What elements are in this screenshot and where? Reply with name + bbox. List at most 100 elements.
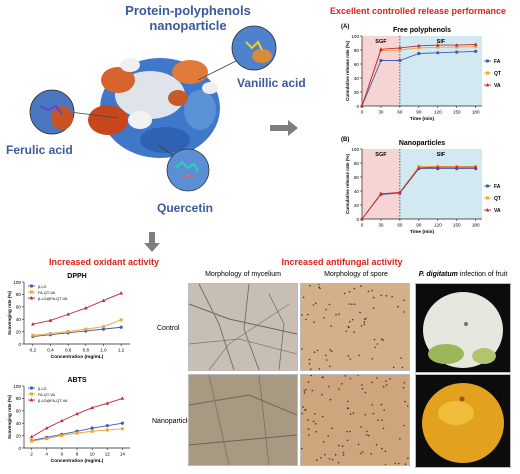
legend-label: β-LG@FA-QT-VA xyxy=(38,297,68,301)
antifungal-heading: Increased antifungal activity xyxy=(281,257,403,267)
sif-phase-band xyxy=(399,149,482,219)
x-tick-label: 2 xyxy=(30,452,33,457)
x-axis-label: Concentration (mg/mL) xyxy=(51,458,104,464)
y-tick-label: 20 xyxy=(354,90,360,95)
data-point xyxy=(90,405,94,410)
spore-dot xyxy=(334,454,337,456)
spore-dot xyxy=(302,406,304,408)
spore-dot xyxy=(315,430,317,433)
spore-dot xyxy=(384,464,387,465)
spore-dot xyxy=(347,355,350,357)
y-tick-label: 80 xyxy=(16,396,22,401)
data-point xyxy=(105,401,110,405)
y-tick-label: 60 xyxy=(16,305,22,310)
spore-dot xyxy=(371,358,374,360)
y-tick-label: 100 xyxy=(13,384,21,389)
series-FA xyxy=(360,49,478,108)
protein-title-line2: nanoparticle xyxy=(149,18,227,33)
legend-label: QT xyxy=(494,196,501,202)
spore-dot xyxy=(353,331,355,333)
spore-dot xyxy=(301,348,303,350)
spore-dot xyxy=(385,384,388,386)
data-point xyxy=(398,48,402,52)
spore-dot xyxy=(341,445,344,447)
spore-dot xyxy=(380,403,383,406)
connector-vanillic xyxy=(197,59,239,81)
legend-marker xyxy=(485,83,490,87)
data-point xyxy=(45,437,49,441)
protein-structure-illustration xyxy=(29,25,277,192)
spore-dot xyxy=(357,443,360,446)
data-point xyxy=(417,51,421,56)
series-line xyxy=(32,292,122,325)
spore-dot xyxy=(311,389,314,392)
spore-dot xyxy=(308,434,310,436)
spore-dot xyxy=(403,299,405,302)
x-tick-label: 0.8 xyxy=(83,348,90,353)
y-tick-label: 20 xyxy=(16,329,22,334)
chart-title: ABTS xyxy=(67,377,86,384)
data-point xyxy=(119,325,123,329)
spore-dot xyxy=(365,317,367,320)
spore-dot xyxy=(321,393,323,396)
legend-entry: FA-QT-VA xyxy=(28,392,55,397)
data-point xyxy=(436,45,440,49)
x-tick-label: 30 xyxy=(378,110,384,115)
legend-label: FA-QT-VA xyxy=(38,393,55,397)
spore-dot xyxy=(303,392,306,394)
y-tick-label: 60 xyxy=(16,409,22,414)
spore-control-photo xyxy=(300,283,410,371)
spore-dot xyxy=(325,354,327,357)
x-axis-label: Time (min) xyxy=(410,116,435,122)
legend-entry: FA-QT-VA xyxy=(28,290,55,295)
spore-dot xyxy=(348,321,351,323)
data-point xyxy=(417,165,421,170)
spore-dot xyxy=(380,294,382,297)
spore-dot xyxy=(349,413,352,415)
legend-entry: β-LG xyxy=(28,386,47,391)
col-head-mycelium: Morphology of mycelium xyxy=(205,271,281,278)
y-tick-label: 100 xyxy=(13,280,21,285)
y-tick-label: 20 xyxy=(354,203,360,208)
spore-dot xyxy=(351,318,354,321)
spore-dot xyxy=(349,377,352,380)
panel-b-tag: (B) xyxy=(341,137,350,143)
spore-dot xyxy=(403,311,405,313)
spore-dot xyxy=(363,323,366,326)
spore-dot xyxy=(352,412,355,414)
panel-a-tag: (A) xyxy=(341,24,350,30)
spore-dot xyxy=(400,357,402,359)
x-tick-label: 30 xyxy=(378,223,384,228)
legend-marker xyxy=(29,398,34,402)
y-tick-label: 0 xyxy=(18,342,21,347)
data-point xyxy=(60,434,64,438)
spore-dot xyxy=(403,382,406,384)
y-tick-label: 60 xyxy=(354,62,360,67)
data-point xyxy=(474,45,478,48)
spore-dot xyxy=(363,321,366,323)
spore-dot xyxy=(367,434,370,437)
spore-dot xyxy=(310,375,312,377)
spore-dot xyxy=(404,463,407,465)
spore-dot xyxy=(398,462,400,465)
spore-dot xyxy=(361,387,364,390)
spore-dot xyxy=(322,441,325,443)
data-point xyxy=(379,58,383,63)
data-point xyxy=(120,427,124,431)
spore-dot xyxy=(344,375,347,377)
abts-chart: ABTS 0 20 40 60 80 100 2 4 6 8 10 12 14 Concentration … xyxy=(7,377,130,464)
spore-dot xyxy=(347,400,349,403)
protein-title-line1: Protein-polyphenols xyxy=(125,3,251,18)
mycelium-control-photo xyxy=(188,283,298,371)
data-point xyxy=(101,298,106,302)
data-point xyxy=(105,428,109,432)
x-tick-label: 60 xyxy=(397,110,403,115)
x-tick-label: 0 xyxy=(361,110,364,115)
spore-dot xyxy=(371,404,374,406)
x-tick-label: 0 xyxy=(361,223,364,228)
spore-dot xyxy=(314,302,317,305)
data-point xyxy=(90,426,94,430)
legend-label: β-LG xyxy=(38,285,47,289)
legend-entry: FA xyxy=(484,184,501,190)
data-point xyxy=(119,318,123,322)
